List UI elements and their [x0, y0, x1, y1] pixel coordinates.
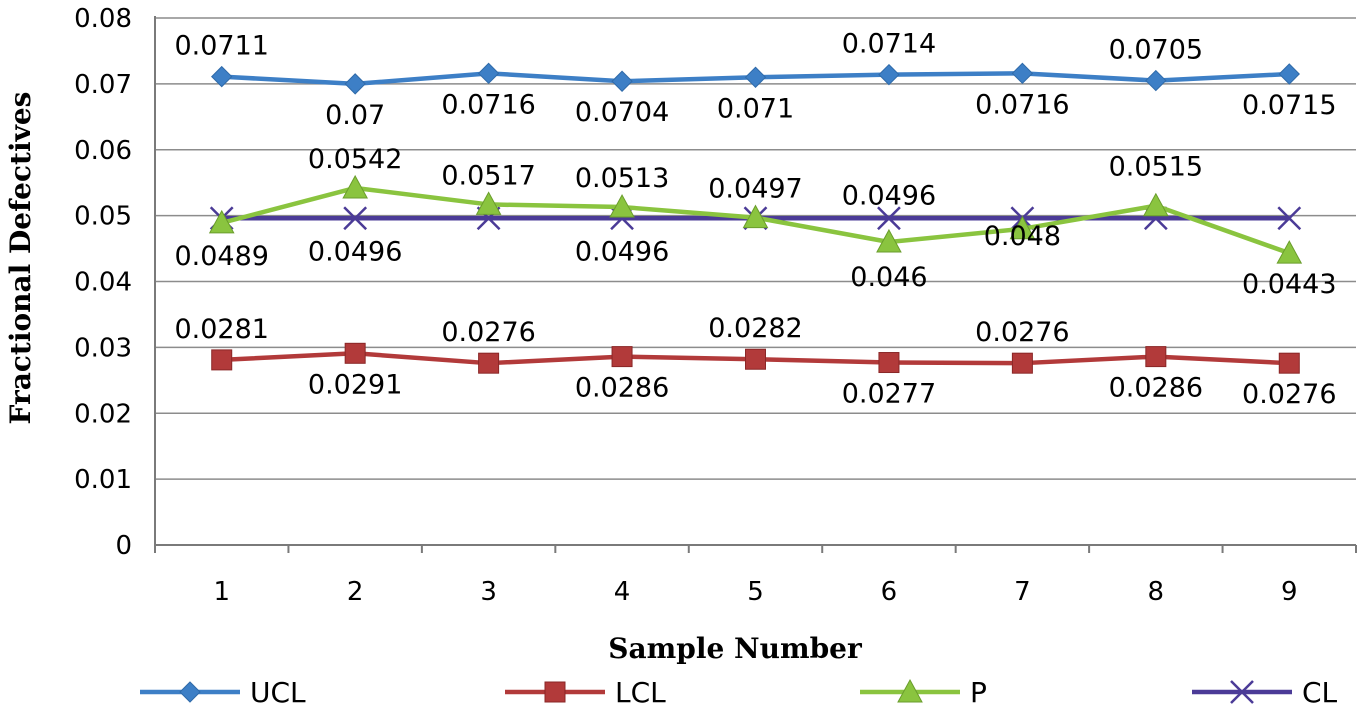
data-label-lcl: 0.0281: [174, 314, 268, 345]
y-axis-title: Fractional Defectives: [4, 92, 37, 425]
series-ucl-point: [1011, 62, 1034, 85]
y-tick-label: 0.04: [74, 268, 132, 298]
y-tick-label: 0.07: [74, 70, 132, 100]
series-lcl-point: [611, 346, 633, 368]
x-tick-label: 7: [1014, 577, 1031, 607]
series-lcl-point: [1011, 352, 1033, 374]
legend-cl-marker: [1230, 680, 1254, 704]
data-label-p: 0.0443: [1242, 269, 1336, 300]
data-label-p: 0.0515: [1109, 152, 1203, 183]
x-tick-label: 4: [614, 577, 631, 607]
data-label-lcl: 0.0286: [575, 373, 669, 404]
series-ucl-point: [1145, 69, 1167, 92]
data-labels: 0.0711 0.07 0.0716 0.0704 0.071 0.0714 0.0716 0…: [174, 29, 1336, 411]
series-p-point: [1009, 215, 1036, 240]
data-label-p: 0.046: [850, 262, 927, 293]
series-lcl-point: [878, 352, 900, 374]
series-lcl-point: [1278, 352, 1300, 374]
data-label-p: 0.0513: [575, 163, 669, 194]
data-label-p: 0.0542: [308, 144, 402, 175]
data-label-lcl: 0.0277: [842, 379, 936, 410]
y-axis-ticks: 0 0.01 0.02 0.03 0.04 0.05 0.06 0.07 0.08: [74, 4, 132, 561]
series-cl-point: [877, 206, 901, 231]
data-label-lcl: 0.0276: [975, 317, 1069, 348]
series-p-point: [742, 204, 769, 229]
legend-p-marker: [897, 678, 923, 703]
data-label-p: 0.0517: [441, 160, 535, 191]
data-label-ucl: 0.07: [325, 100, 385, 131]
data-label-lcl: 0.0291: [308, 369, 402, 400]
legend: UCL LCL P CL: [140, 676, 1338, 708]
data-label-ucl: 0.0714: [842, 29, 936, 60]
legend-cl-label: CL: [1302, 676, 1338, 708]
data-label-p: 0.0497: [708, 174, 802, 205]
series-p-point: [1276, 240, 1303, 264]
y-tick-label: 0.05: [74, 202, 132, 232]
series-lcl-point: [344, 342, 366, 364]
data-label-ucl: 0.0711: [174, 31, 268, 62]
x-tick-label: 9: [1281, 577, 1298, 607]
data-label-ucl: 0.071: [717, 93, 794, 124]
y-tick-label: 0.06: [74, 136, 132, 166]
legend-lcl-label: LCL: [615, 676, 666, 708]
data-label-lcl: 0.0282: [708, 313, 802, 344]
series-ucl-point: [344, 73, 366, 95]
data-label-lcl: 0.0286: [1109, 373, 1203, 404]
series-lcl-point: [478, 352, 500, 374]
x-tick-label: 1: [213, 577, 230, 607]
series-lcl-point: [745, 348, 766, 370]
data-label-ucl: 0.0715: [1242, 90, 1336, 121]
y-tick-label: 0.03: [74, 333, 132, 363]
series-ucl-point: [744, 66, 767, 88]
series-ucl-point: [611, 70, 633, 92]
x-tick-label: 5: [747, 577, 764, 607]
data-label-p: 0.048: [984, 221, 1061, 252]
data-label-cl: 0.0496: [575, 236, 669, 267]
series-p-point: [475, 191, 502, 215]
series-cl-point: [343, 206, 368, 231]
data-label-lcl: 0.0276: [1242, 379, 1336, 410]
x-tick-label: 8: [1148, 577, 1165, 607]
x-tick-label: 2: [347, 577, 364, 607]
series-p-point: [609, 194, 635, 218]
data-label-cl: 0.0496: [308, 236, 402, 267]
series-p-point: [342, 174, 369, 199]
y-tick-label: 0.01: [74, 465, 132, 495]
series-ucl-point: [1278, 63, 1300, 85]
y-tick-label: 0.02: [74, 399, 132, 429]
y-tick-label: 0.08: [74, 4, 132, 34]
data-label-lcl: 0.0276: [441, 317, 535, 348]
legend-ucl-label: UCL: [250, 676, 306, 708]
data-label-ucl: 0.0716: [975, 89, 1069, 120]
data-label-ucl: 0.0705: [1109, 35, 1203, 66]
series-group: [208, 62, 1303, 374]
series-ucl-point: [477, 62, 500, 85]
legend-lcl-marker: [544, 681, 566, 703]
axes: [154, 16, 1357, 553]
series-lcl-point: [211, 349, 233, 371]
series-ucl-point: [211, 65, 233, 88]
legend-p-label: P: [970, 676, 987, 708]
data-label-cl: 0.0496: [842, 180, 936, 211]
x-tick-label: 6: [881, 577, 898, 607]
legend-ucl-marker: [179, 681, 201, 703]
series-cl-point: [1277, 206, 1302, 231]
y-tick-label: 0: [115, 531, 132, 561]
series-p-point: [208, 209, 235, 234]
series-p-point: [1142, 192, 1169, 217]
x-axis-title: Sample Number: [608, 632, 863, 665]
data-label-ucl: 0.0704: [575, 97, 669, 128]
x-tick-label: 3: [480, 577, 497, 607]
data-label-ucl: 0.0716: [441, 89, 535, 120]
x-axis-ticks: 1 2 3 4 5 6 7 8 9: [213, 577, 1297, 607]
series-p-point: [876, 228, 902, 253]
data-label-p: 0.0489: [174, 241, 268, 272]
series-ucl-point: [878, 63, 900, 86]
series-lcl-point: [1145, 346, 1167, 368]
